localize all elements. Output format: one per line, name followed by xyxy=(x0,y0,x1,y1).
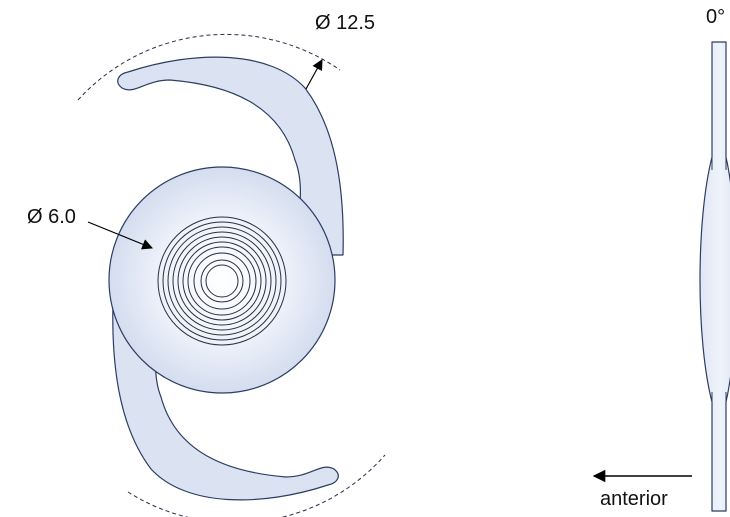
optic xyxy=(108,166,336,394)
optic-diameter-arrow xyxy=(87,221,154,250)
haptic-diameter-label: Ø 12.5 xyxy=(315,12,375,34)
optic-diameter-label: Ø 6.0 xyxy=(27,206,76,228)
diffractive-ring xyxy=(162,221,282,341)
haptic-diameter-arc-top xyxy=(77,33,341,101)
anterior-label: anterior xyxy=(600,488,668,510)
diffractive-ring xyxy=(187,246,257,316)
diffractive-ring xyxy=(157,216,287,346)
diffractive-ring xyxy=(182,241,262,321)
lens-side-profile xyxy=(699,41,730,512)
diffractive-ring xyxy=(167,226,277,336)
lens-side-hinge-bottom xyxy=(711,392,727,410)
diffractive-ring xyxy=(177,236,267,326)
lens-side-hinge-top xyxy=(711,150,727,170)
haptic-diameter-arrow xyxy=(305,59,323,90)
haptic-top xyxy=(117,56,344,256)
diffractive-rings xyxy=(157,216,287,346)
diffractive-ring xyxy=(172,231,272,331)
angle-label: 0° xyxy=(706,6,725,28)
diffractive-ring xyxy=(193,252,251,310)
diffractive-ring xyxy=(205,264,239,298)
diffractive-ring xyxy=(200,259,244,303)
